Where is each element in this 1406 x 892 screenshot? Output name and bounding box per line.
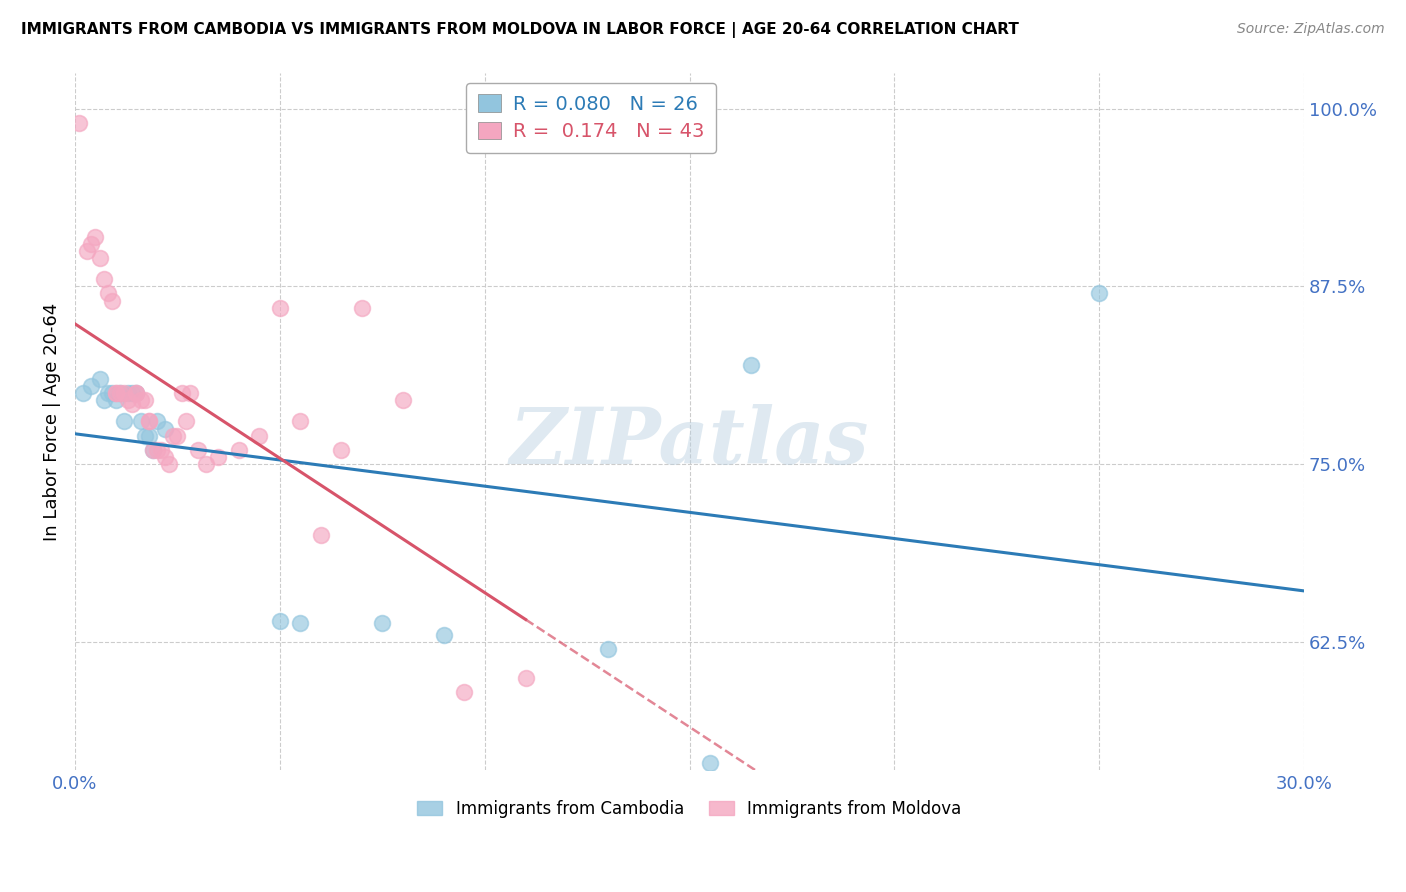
Point — [125, 386, 148, 401]
Point — [112, 415, 135, 429]
Point — [84, 229, 107, 244]
Point — [1088, 286, 1111, 301]
Point — [350, 301, 373, 315]
Point — [247, 428, 270, 442]
Point — [269, 301, 291, 315]
Point — [157, 457, 180, 471]
Point — [129, 393, 152, 408]
Point — [207, 450, 229, 464]
Point — [93, 393, 115, 408]
Point — [391, 393, 413, 408]
Point — [112, 386, 135, 401]
Point — [309, 528, 332, 542]
Point — [174, 415, 197, 429]
Point — [187, 442, 209, 457]
Text: ZIPatlas: ZIPatlas — [510, 404, 869, 481]
Point — [121, 386, 143, 401]
Point — [146, 415, 169, 429]
Text: IMMIGRANTS FROM CAMBODIA VS IMMIGRANTS FROM MOLDOVA IN LABOR FORCE | AGE 20-64 C: IMMIGRANTS FROM CAMBODIA VS IMMIGRANTS F… — [21, 22, 1019, 38]
Point — [76, 244, 98, 258]
Point — [125, 386, 148, 401]
Point — [125, 386, 148, 401]
Point — [740, 358, 762, 372]
Point — [97, 286, 120, 301]
Point — [330, 442, 353, 457]
Point — [142, 442, 165, 457]
Point — [101, 293, 124, 308]
Point — [138, 415, 160, 429]
Y-axis label: In Labor Force | Age 20-64: In Labor Force | Age 20-64 — [44, 302, 60, 541]
Point — [97, 386, 120, 401]
Point — [67, 116, 90, 130]
Point — [142, 442, 165, 457]
Text: Source: ZipAtlas.com: Source: ZipAtlas.com — [1237, 22, 1385, 37]
Point — [138, 415, 160, 429]
Point — [153, 450, 176, 464]
Point — [371, 616, 394, 631]
Point — [699, 756, 721, 770]
Point — [89, 251, 111, 265]
Point — [433, 628, 456, 642]
Point — [104, 386, 127, 401]
Point — [138, 428, 160, 442]
Point — [170, 386, 193, 401]
Point — [121, 397, 143, 411]
Point — [195, 457, 218, 471]
Point — [179, 386, 201, 401]
Point — [134, 393, 156, 408]
Point — [269, 614, 291, 628]
Point — [150, 442, 173, 457]
Point — [117, 386, 139, 401]
Point — [93, 272, 115, 286]
Point — [108, 386, 131, 401]
Point — [515, 671, 537, 685]
Point — [290, 415, 312, 429]
Point — [129, 415, 152, 429]
Point — [101, 386, 124, 401]
Point — [104, 386, 127, 401]
Point — [146, 442, 169, 457]
Point — [596, 642, 619, 657]
Point — [228, 442, 250, 457]
Point — [117, 393, 139, 408]
Point — [153, 421, 176, 435]
Point — [89, 372, 111, 386]
Point — [290, 616, 312, 631]
Point — [166, 428, 188, 442]
Point — [104, 393, 127, 408]
Point — [453, 685, 475, 699]
Point — [134, 428, 156, 442]
Point — [80, 236, 103, 251]
Legend: Immigrants from Cambodia, Immigrants from Moldova: Immigrants from Cambodia, Immigrants fro… — [411, 793, 969, 824]
Point — [80, 379, 103, 393]
Point — [162, 428, 184, 442]
Point — [108, 386, 131, 401]
Point — [72, 386, 94, 401]
